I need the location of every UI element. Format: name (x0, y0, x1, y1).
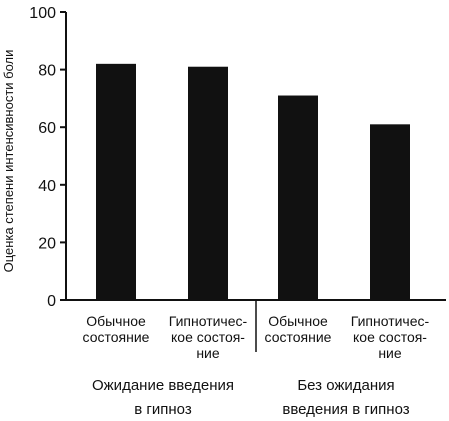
group-label-2-line-1: Без ожидания (297, 377, 394, 394)
y-tick-label-20: 20 (38, 235, 56, 252)
category-label-4-line-1: Гипнотичес- (351, 313, 430, 329)
category-label-2-line-1: Гипнотичес- (169, 313, 248, 329)
group-label-2-line-2: введения в гипноз (282, 401, 409, 418)
category-label-1-line-2: состояние (83, 329, 150, 345)
bar-4 (370, 124, 410, 300)
y-tick-label-40: 40 (38, 178, 56, 195)
group-label-1-line-1: Ожидание введения (92, 377, 234, 394)
group-label-1-line-2: в гипноз (134, 401, 192, 418)
category-label-4-line-3: ние (378, 345, 402, 361)
category-label-3-line-1: Обычное (268, 313, 328, 329)
category-label-3-line-2: состояние (265, 329, 332, 345)
category-label-4-line-2: кое состоя- (353, 329, 427, 345)
bar-1 (96, 63, 136, 301)
y-tick-label-80: 80 (38, 63, 56, 80)
bar-2 (188, 66, 228, 300)
y-tick-label-0: 0 (47, 293, 56, 310)
category-label-1-line-1: Обычное (86, 313, 146, 329)
bar-3 (278, 95, 318, 301)
category-label-2-line-3: ние (196, 345, 220, 361)
y-axis-label: Оценка степени интенсивности боли (1, 50, 16, 273)
y-tick-label-60: 60 (38, 120, 56, 137)
y-tick-label-100: 100 (29, 5, 56, 22)
category-label-2-line-2: кое состоя- (171, 329, 245, 345)
